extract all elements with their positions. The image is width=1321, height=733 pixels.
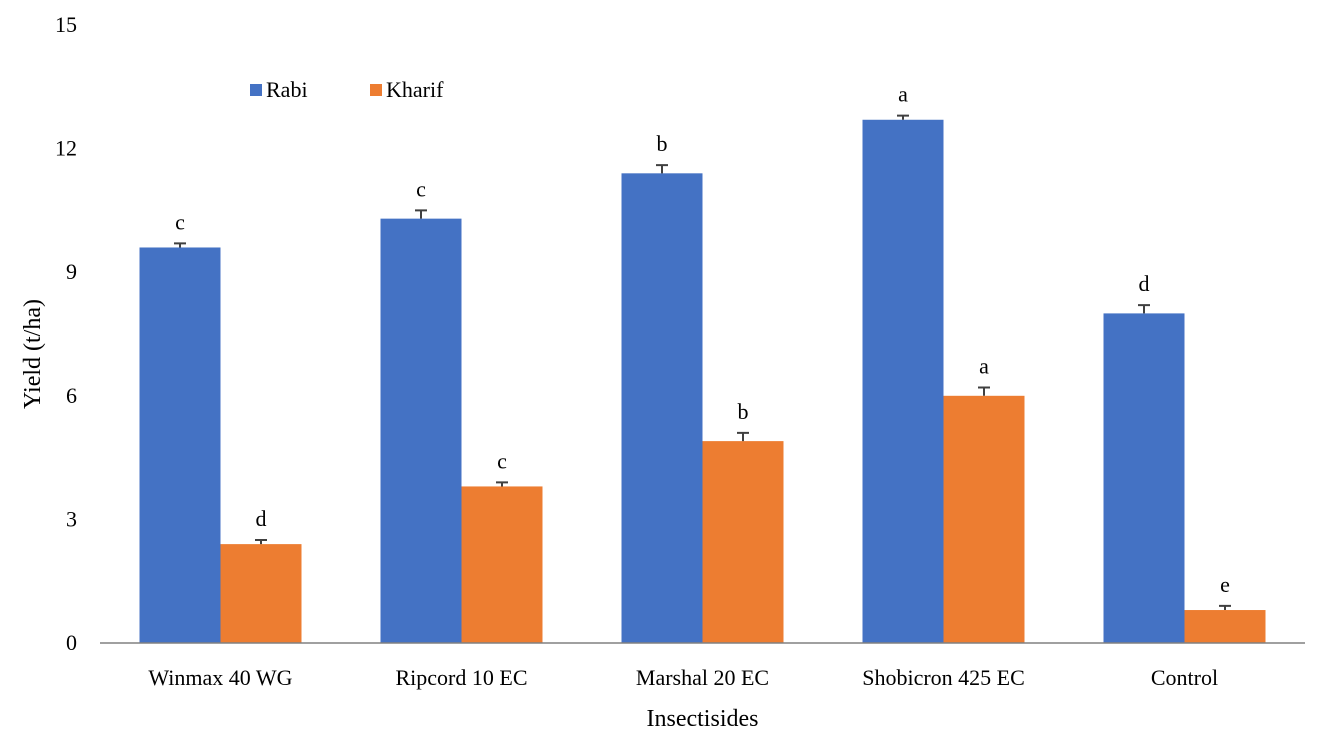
x-tick-label: Marshal 20 EC [636,665,769,690]
bar-rabi [380,218,462,643]
bar-kharif [702,441,784,643]
significance-labels: c d c c b b a a d e [175,82,1230,597]
significance-label: b [738,399,749,424]
bar-kharif [220,544,302,643]
y-tick-label: 9 [66,259,77,284]
error-bar [496,481,508,487]
significance-label: d [256,506,267,531]
legend-swatch-rabi [250,84,262,96]
error-bar [255,539,267,545]
error-bar [415,209,427,219]
legend-label-rabi: Rabi [266,77,308,102]
bar-rabi [862,119,944,643]
significance-label: c [175,209,185,234]
legend-label-kharif: Kharif [386,77,444,102]
x-tick-label: Ripcord 10 EC [396,665,528,690]
bar-rabi [621,173,703,643]
y-tick-label: 15 [55,12,77,37]
x-tick-label: Winmax 40 WG [148,665,292,690]
bar-rabi [139,247,221,644]
y-tick-label: 12 [55,136,77,161]
bar-kharif [1184,610,1266,643]
x-tick-label: Shobicron 425 EC [862,665,1025,690]
y-axis-title: Yield (t/ha) [20,299,46,409]
error-bar [978,386,990,396]
y-axis-ticks: 0 3 6 9 12 15 [55,12,77,655]
significance-label: d [1139,271,1150,296]
x-axis-title: Insectisides [647,706,759,732]
y-tick-label: 6 [66,383,77,408]
error-bar [737,431,749,442]
significance-label: a [898,82,908,107]
y-tick-label: 3 [66,506,77,531]
bar-kharif [461,486,543,643]
error-bar [1138,304,1150,314]
x-tick-label: Control [1151,665,1218,690]
bar-rabi [1103,313,1185,643]
x-axis-categories: Winmax 40 WG Ripcord 10 EC Marshal 20 EC Sh… [148,665,1218,690]
error-bar [174,242,186,248]
legend-swatch-kharif [370,84,382,96]
significance-label: c [416,176,426,201]
bars [139,119,1266,644]
bar-kharif [943,395,1025,643]
significance-label: c [497,448,507,473]
legend: Rabi Kharif [250,77,444,102]
significance-label: e [1220,572,1230,597]
error-bars [174,114,1231,611]
significance-label: b [657,131,668,156]
y-tick-label: 0 [66,630,77,655]
significance-label: a [979,354,989,379]
error-bar [897,114,909,120]
error-bar [1219,604,1231,611]
error-bar [656,164,668,174]
